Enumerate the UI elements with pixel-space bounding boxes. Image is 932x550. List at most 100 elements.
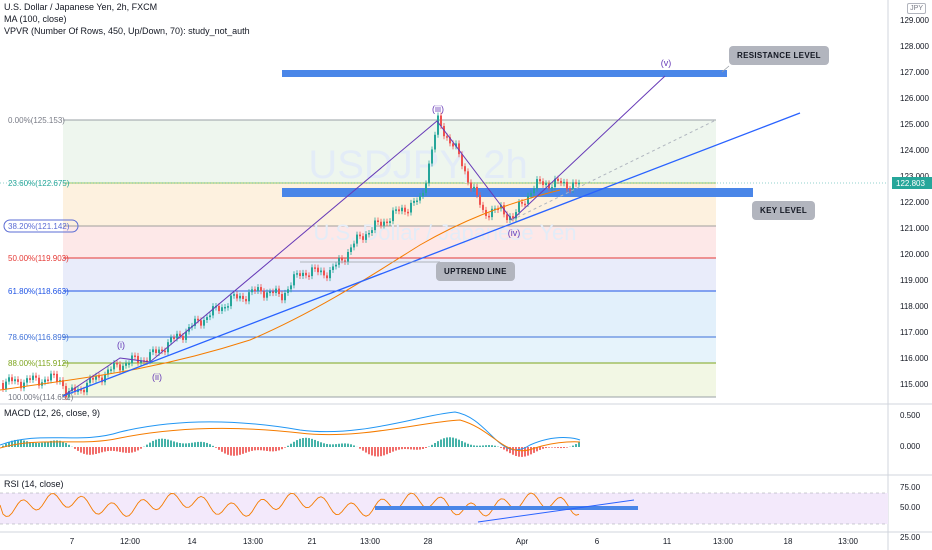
price-tick: 119.000 — [900, 276, 929, 285]
candle-body — [134, 355, 136, 357]
candle-body — [308, 275, 310, 277]
macd-histogram-bar — [383, 447, 385, 456]
vpvr-indicator-label[interactable]: VPVR (Number Of Rows, 450, Up/Down, 70):… — [4, 26, 250, 36]
fib-level-label: 50.00%(119.903) — [8, 254, 69, 263]
macd-histogram-bar — [218, 447, 220, 450]
price-tick: 128.000 — [900, 42, 929, 51]
wave-label: (v) — [661, 58, 672, 68]
candle-body — [449, 137, 451, 144]
time-tick: 13:00 — [243, 537, 264, 546]
candle-body — [260, 287, 262, 292]
ma-indicator-label[interactable]: MA (100, close) — [4, 14, 67, 24]
candle-body — [197, 318, 199, 321]
candle-body — [356, 234, 358, 244]
candle-body — [473, 186, 475, 189]
macd-histogram-bar — [194, 442, 196, 447]
macd-histogram-bar — [455, 438, 457, 447]
candle-body — [98, 375, 100, 378]
candle-body — [512, 216, 514, 219]
key-level-label[interactable]: KEY LEVEL — [752, 201, 816, 220]
macd-histogram-bar — [92, 447, 94, 455]
price-tick: 117.000 — [900, 328, 929, 337]
macd-histogram-bar — [272, 447, 274, 452]
candle-body — [572, 182, 574, 190]
macd-histogram-bar — [119, 447, 121, 452]
candle-body — [461, 154, 463, 167]
candle-body — [107, 369, 109, 375]
macd-histogram-bar — [365, 447, 367, 453]
fib-level-label: 23.60%(122.675) — [8, 179, 70, 188]
macd-histogram-bar — [23, 440, 25, 447]
price-tick: 115.000 — [900, 380, 929, 389]
macd-title[interactable]: MACD (12, 26, close, 9) — [4, 408, 101, 418]
candle-body — [371, 230, 373, 233]
macd-histogram-bar — [314, 439, 316, 447]
resistance-level-label[interactable]: RESISTANCE LEVEL — [729, 46, 829, 65]
uptrend-line-label[interactable]: UPTREND LINE — [436, 262, 515, 281]
macd-histogram-bar — [290, 443, 292, 447]
price-tick: 121.000 — [900, 224, 929, 233]
candle-body — [290, 285, 292, 290]
macd-histogram-bar — [425, 447, 427, 448]
candle-body — [116, 362, 118, 365]
macd-histogram-bar — [485, 445, 487, 447]
macd-pane — [0, 411, 581, 457]
macd-histogram-bar — [413, 447, 415, 450]
fibonacci-labels: 0.00%(125.153) 23.60%(122.675) 38.20%(121.… — [3, 116, 79, 402]
macd-histogram-bar — [533, 447, 535, 453]
candle-body — [410, 202, 412, 213]
price-axis[interactable]: 129.000 128.000 127.000 126.000 125.000 124.0… — [892, 16, 932, 542]
candle-body — [386, 221, 388, 224]
time-tick: 12:00 — [120, 537, 141, 546]
candle-body — [11, 377, 13, 382]
macd-histogram-bar — [530, 447, 532, 455]
macd-histogram-bar — [404, 447, 406, 450]
macd-histogram-bar — [323, 443, 325, 447]
macd-histogram-bar — [554, 447, 556, 448]
macd-histogram-bar — [512, 447, 514, 455]
macd-histogram-bar — [437, 441, 439, 447]
candle-body — [269, 291, 271, 294]
macd-histogram-bar — [539, 447, 541, 450]
macd-histogram-bar — [479, 445, 481, 447]
price-tick: 124.000 — [900, 146, 929, 155]
macd-histogram-bar — [80, 447, 82, 453]
macd-histogram-bar — [5, 443, 7, 447]
candle-body — [398, 209, 400, 212]
price-tick: 123.000 — [900, 172, 929, 181]
macd-histogram-bar — [521, 447, 523, 457]
macd-histogram-bar — [104, 447, 106, 452]
macd-histogram-bar — [362, 447, 364, 451]
candle-body — [305, 272, 307, 276]
candle-body — [344, 260, 346, 262]
macd-histogram-bar — [386, 447, 388, 455]
support-resistance-zones[interactable] — [282, 70, 753, 197]
candle-body — [491, 208, 493, 218]
elliott-wave-path — [62, 75, 666, 397]
candle-body — [530, 193, 532, 196]
macd-histogram-bar — [317, 441, 319, 447]
macd-histogram-bar — [29, 442, 31, 447]
macd-histogram-bar — [251, 447, 253, 451]
macd-histogram-bar — [509, 447, 511, 454]
candle-body — [218, 306, 220, 312]
time-tick: 28 — [424, 537, 433, 546]
macd-histogram-bar — [311, 438, 313, 447]
macd-histogram-bar — [158, 438, 160, 447]
drawn-lines[interactable] — [0, 65, 801, 397]
candle-body — [224, 306, 226, 309]
macd-histogram-bar — [470, 444, 472, 447]
macd-histogram-bar — [338, 443, 340, 447]
macd-histogram-bar — [482, 445, 484, 447]
candle-body — [320, 270, 322, 273]
macd-histogram-bar — [506, 447, 508, 452]
time-axis[interactable]: 7 12:00 14 13:00 21 13:00 28 Apr 6 11 13:00 18 13:00 — [70, 537, 859, 546]
macd-histogram-bar — [131, 447, 133, 453]
current-price-badge — [892, 177, 932, 189]
macd-histogram-bar — [293, 441, 295, 447]
macd-histogram-bar — [461, 441, 463, 447]
rsi-title[interactable]: RSI (14, close) — [4, 479, 64, 489]
macd-histogram-bar — [560, 447, 562, 449]
candle-body — [239, 295, 241, 299]
